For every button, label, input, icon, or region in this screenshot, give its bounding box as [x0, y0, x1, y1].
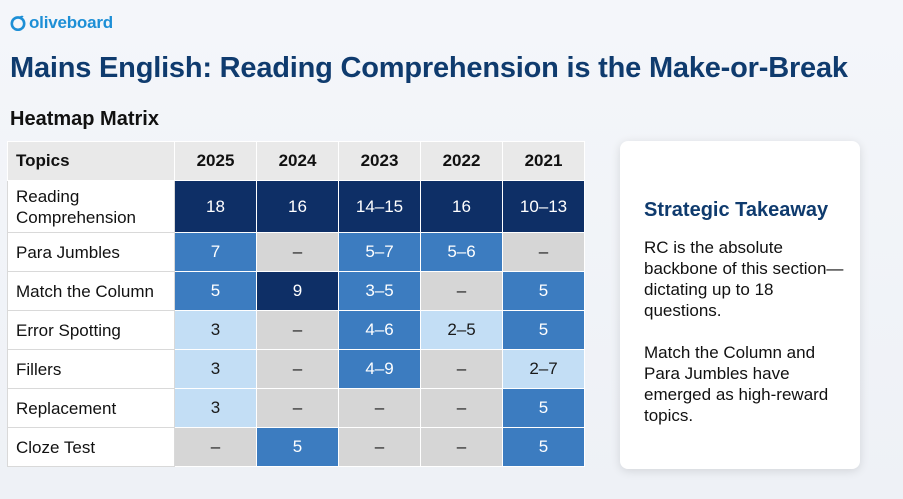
heat-cell: 3 [174, 388, 257, 428]
brand-logo: oliveboard [10, 13, 113, 33]
heat-cell: 5 [502, 271, 585, 311]
heat-cell: 18 [174, 180, 257, 233]
table-row: Error Spotting 3 – 4–6 2–5 5 [7, 310, 585, 350]
heat-cell: 5 [174, 271, 257, 311]
takeaway-paragraph: RC is the absolute backbone of this sect… [644, 238, 844, 320]
takeaway-card: Strategic Takeaway RC is the absolute ba… [620, 141, 860, 469]
heat-cell: 3–5 [338, 271, 421, 311]
heat-cell: – [338, 427, 421, 467]
heat-cell: – [420, 427, 503, 467]
heat-cell: 5 [256, 427, 339, 467]
heat-cell: – [256, 388, 339, 428]
heatmap-table: Topics 2025 2024 2023 2022 2021 Reading … [7, 141, 585, 467]
heat-cell: 9 [256, 271, 339, 311]
column-header: 2021 [502, 141, 585, 181]
table-row: Cloze Test – 5 – – 5 [7, 427, 585, 467]
heat-cell: 3 [174, 310, 257, 350]
topic-cell: Cloze Test [7, 427, 175, 467]
column-header: 2024 [256, 141, 339, 181]
table-row: Match the Column 5 9 3–5 – 5 [7, 271, 585, 311]
heat-cell: 2–5 [420, 310, 503, 350]
heat-cell: 5 [502, 388, 585, 428]
page-title: Mains English: Reading Comprehension is … [10, 52, 848, 84]
heat-cell: – [256, 349, 339, 389]
heat-cell: 10–13 [502, 180, 585, 233]
heat-cell: 4–9 [338, 349, 421, 389]
column-header: 2023 [338, 141, 421, 181]
table-header-row: Topics 2025 2024 2023 2022 2021 [7, 141, 585, 181]
table-row: Reading Comprehension 18 16 14–15 16 10–… [7, 180, 585, 233]
topic-cell: Reading Comprehension [7, 180, 175, 233]
heat-cell: – [256, 232, 339, 272]
topic-cell: Match the Column [7, 271, 175, 311]
heat-cell: 14–15 [338, 180, 421, 233]
heat-cell: 4–6 [338, 310, 421, 350]
column-header: Topics [7, 141, 175, 181]
heat-cell: 5 [502, 310, 585, 350]
olive-logo-icon [10, 15, 26, 31]
heat-cell: 3 [174, 349, 257, 389]
column-header: 2022 [420, 141, 503, 181]
heat-cell: 5 [502, 427, 585, 467]
brand-name: oliveboard [29, 13, 113, 32]
heat-cell: 2–7 [502, 349, 585, 389]
column-header: 2025 [174, 141, 257, 181]
topic-cell: Fillers [7, 349, 175, 389]
heat-cell: – [338, 388, 421, 428]
heat-cell: 16 [420, 180, 503, 233]
takeaway-paragraph: Match the Column and Para Jumbles have e… [644, 343, 829, 425]
heat-cell: 5–6 [420, 232, 503, 272]
table-row: Para Jumbles 7 – 5–7 5–6 – [7, 232, 585, 272]
heat-cell: – [256, 310, 339, 350]
heat-cell: – [420, 349, 503, 389]
heat-cell: 5–7 [338, 232, 421, 272]
topic-cell: Para Jumbles [7, 232, 175, 272]
table-row: Fillers 3 – 4–9 – 2–7 [7, 349, 585, 389]
heat-cell: – [502, 232, 585, 272]
section-subtitle: Heatmap Matrix [10, 108, 159, 130]
topic-cell: Replacement [7, 388, 175, 428]
heat-cell: – [420, 388, 503, 428]
table-row: Replacement 3 – – – 5 [7, 388, 585, 428]
topic-cell: Error Spotting [7, 310, 175, 350]
heat-cell: 16 [256, 180, 339, 233]
heat-cell: – [174, 427, 257, 467]
heat-cell: 7 [174, 232, 257, 272]
takeaway-title: Strategic Takeaway [644, 199, 829, 221]
heat-cell: – [420, 271, 503, 311]
